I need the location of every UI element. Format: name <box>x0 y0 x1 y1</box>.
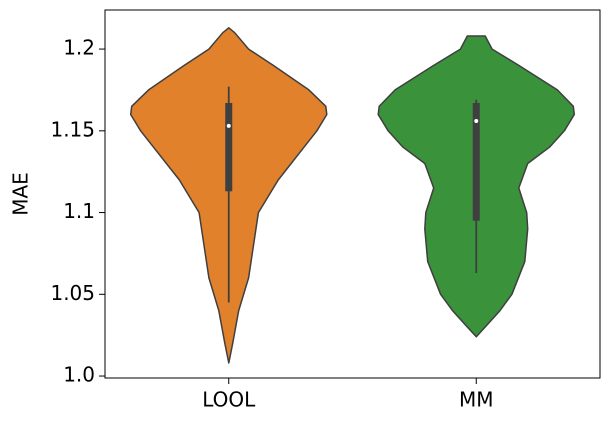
y-tick-label: 1.15 <box>50 117 95 141</box>
box <box>472 103 480 221</box>
y-tick-label: 1.0 <box>63 363 95 387</box>
median <box>474 119 479 124</box>
median <box>226 123 231 128</box>
y-tick-label: 1.05 <box>50 281 95 305</box>
y-axis-label: MAE <box>9 172 33 216</box>
y-tick-label: 1.1 <box>63 199 95 223</box>
plot-frame <box>104 9 601 379</box>
x-tick-label: LOOL <box>202 388 256 412</box>
box <box>225 103 233 192</box>
y-tick-label: 1.2 <box>63 36 95 60</box>
x-tick-label: MM <box>459 388 494 412</box>
